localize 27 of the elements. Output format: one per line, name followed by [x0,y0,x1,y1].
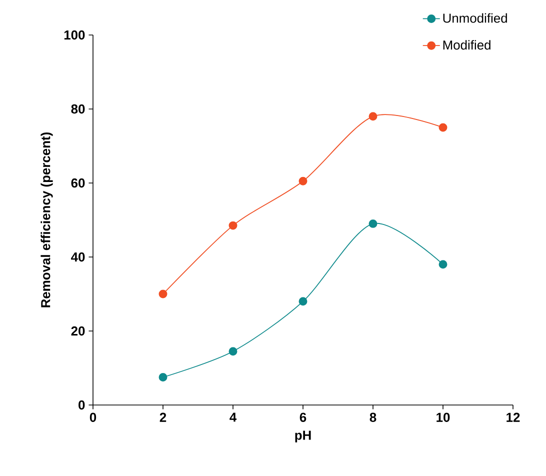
x-tick-label: 0 [90,412,96,422]
point [368,219,378,228]
x-tick-label: 10 [436,412,450,422]
y-tick-label: 0 [78,400,85,410]
y-tick-label: 100 [64,30,85,40]
point [298,176,308,186]
y-axis-title: Removal efficiency (percent) [40,132,53,308]
y-tick-label: 60 [71,178,85,188]
legend-label: Unmodified [443,13,507,23]
point [228,347,238,356]
x-tick-label: 8 [370,412,376,422]
point [158,290,168,298]
point [158,373,168,382]
x-tick-label: 4 [230,412,237,422]
y-tick-label: 80 [71,104,85,114]
x-tick-label: 2 [160,412,166,422]
x-tick-label: 6 [300,412,306,422]
point [228,221,238,230]
y-tick-label: 20 [71,326,85,336]
y-tick-label: 40 [71,252,85,262]
legend-label: Modified [443,40,490,50]
point [368,112,378,121]
point [438,260,448,269]
point [438,123,448,132]
x-tick-label: 12 [506,412,520,422]
x-axis-title: pH [295,430,311,442]
point [298,297,308,306]
